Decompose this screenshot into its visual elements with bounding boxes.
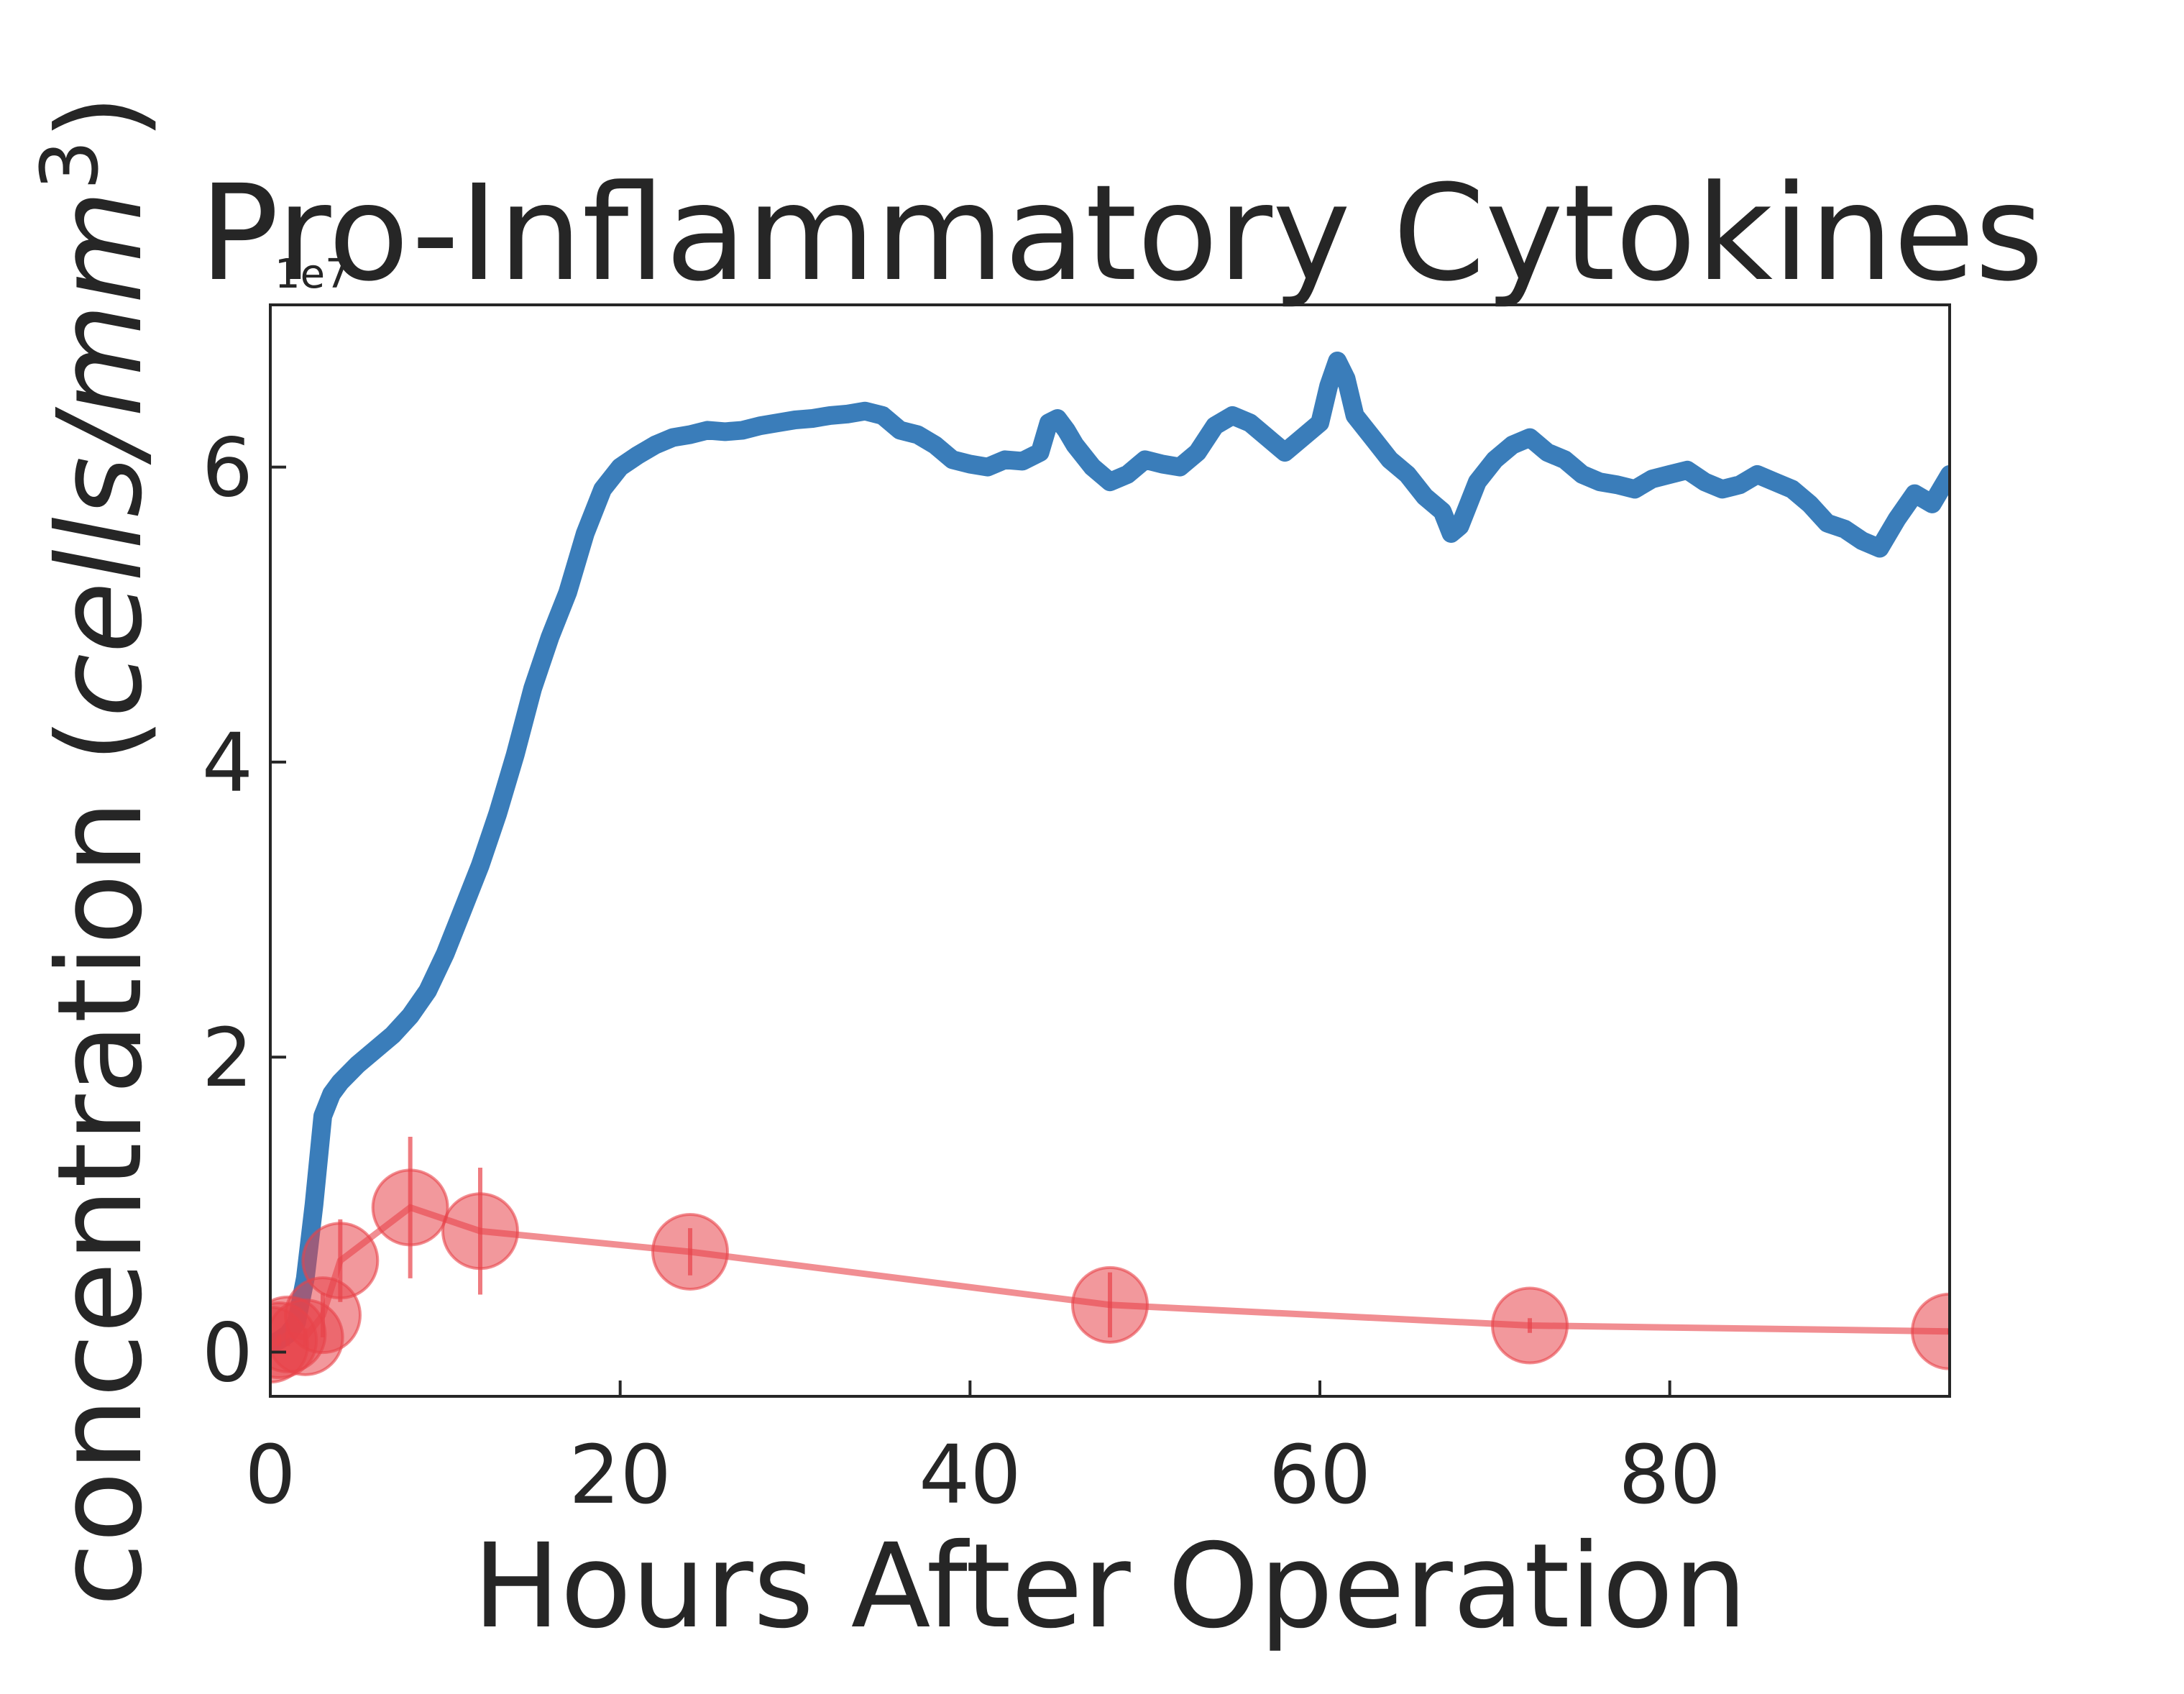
x-axis-label: Hours After Operation — [473, 1519, 1748, 1654]
data-point — [441, 1192, 519, 1270]
x-tick-label: 60 — [1269, 1429, 1372, 1522]
x-tick-label: 20 — [569, 1429, 671, 1522]
y-axis-label-exponent: 3 — [24, 140, 116, 191]
data-point — [1071, 1265, 1149, 1344]
plot-frame — [269, 303, 1951, 1398]
y-axis-label-unit: cells/mm — [33, 191, 168, 718]
plot-area — [270, 352, 1950, 1384]
data-point — [651, 1212, 729, 1291]
y-axis: 0 2 4 6 — [202, 422, 286, 1400]
x-tick-label: 80 — [1618, 1429, 1721, 1522]
data-point — [1911, 1292, 1950, 1370]
x-tick-label: 0 — [244, 1429, 295, 1522]
series-line-blue — [270, 352, 1950, 1355]
y-axis-label: concentration (cells/mm3) — [24, 94, 168, 1606]
y-tick-label: 2 — [202, 1012, 253, 1105]
y-tick-label: 4 — [202, 717, 253, 810]
y-offset-label: 1e7 — [275, 251, 351, 298]
y-tick-label: 6 — [202, 422, 253, 516]
data-point — [301, 1222, 380, 1300]
data-point — [1491, 1286, 1569, 1365]
y-tick-label: 0 — [202, 1306, 253, 1400]
y-axis-label-prefix: concentration ( — [33, 718, 168, 1607]
data-point — [371, 1168, 449, 1247]
y-axis-label-suffix: ) — [33, 94, 168, 139]
chart-title: Pro-Inflammatory Cytokines — [199, 157, 2044, 311]
x-axis: 0 20 40 60 80 — [244, 1381, 1721, 1522]
x-tick-label: 40 — [919, 1429, 1022, 1522]
